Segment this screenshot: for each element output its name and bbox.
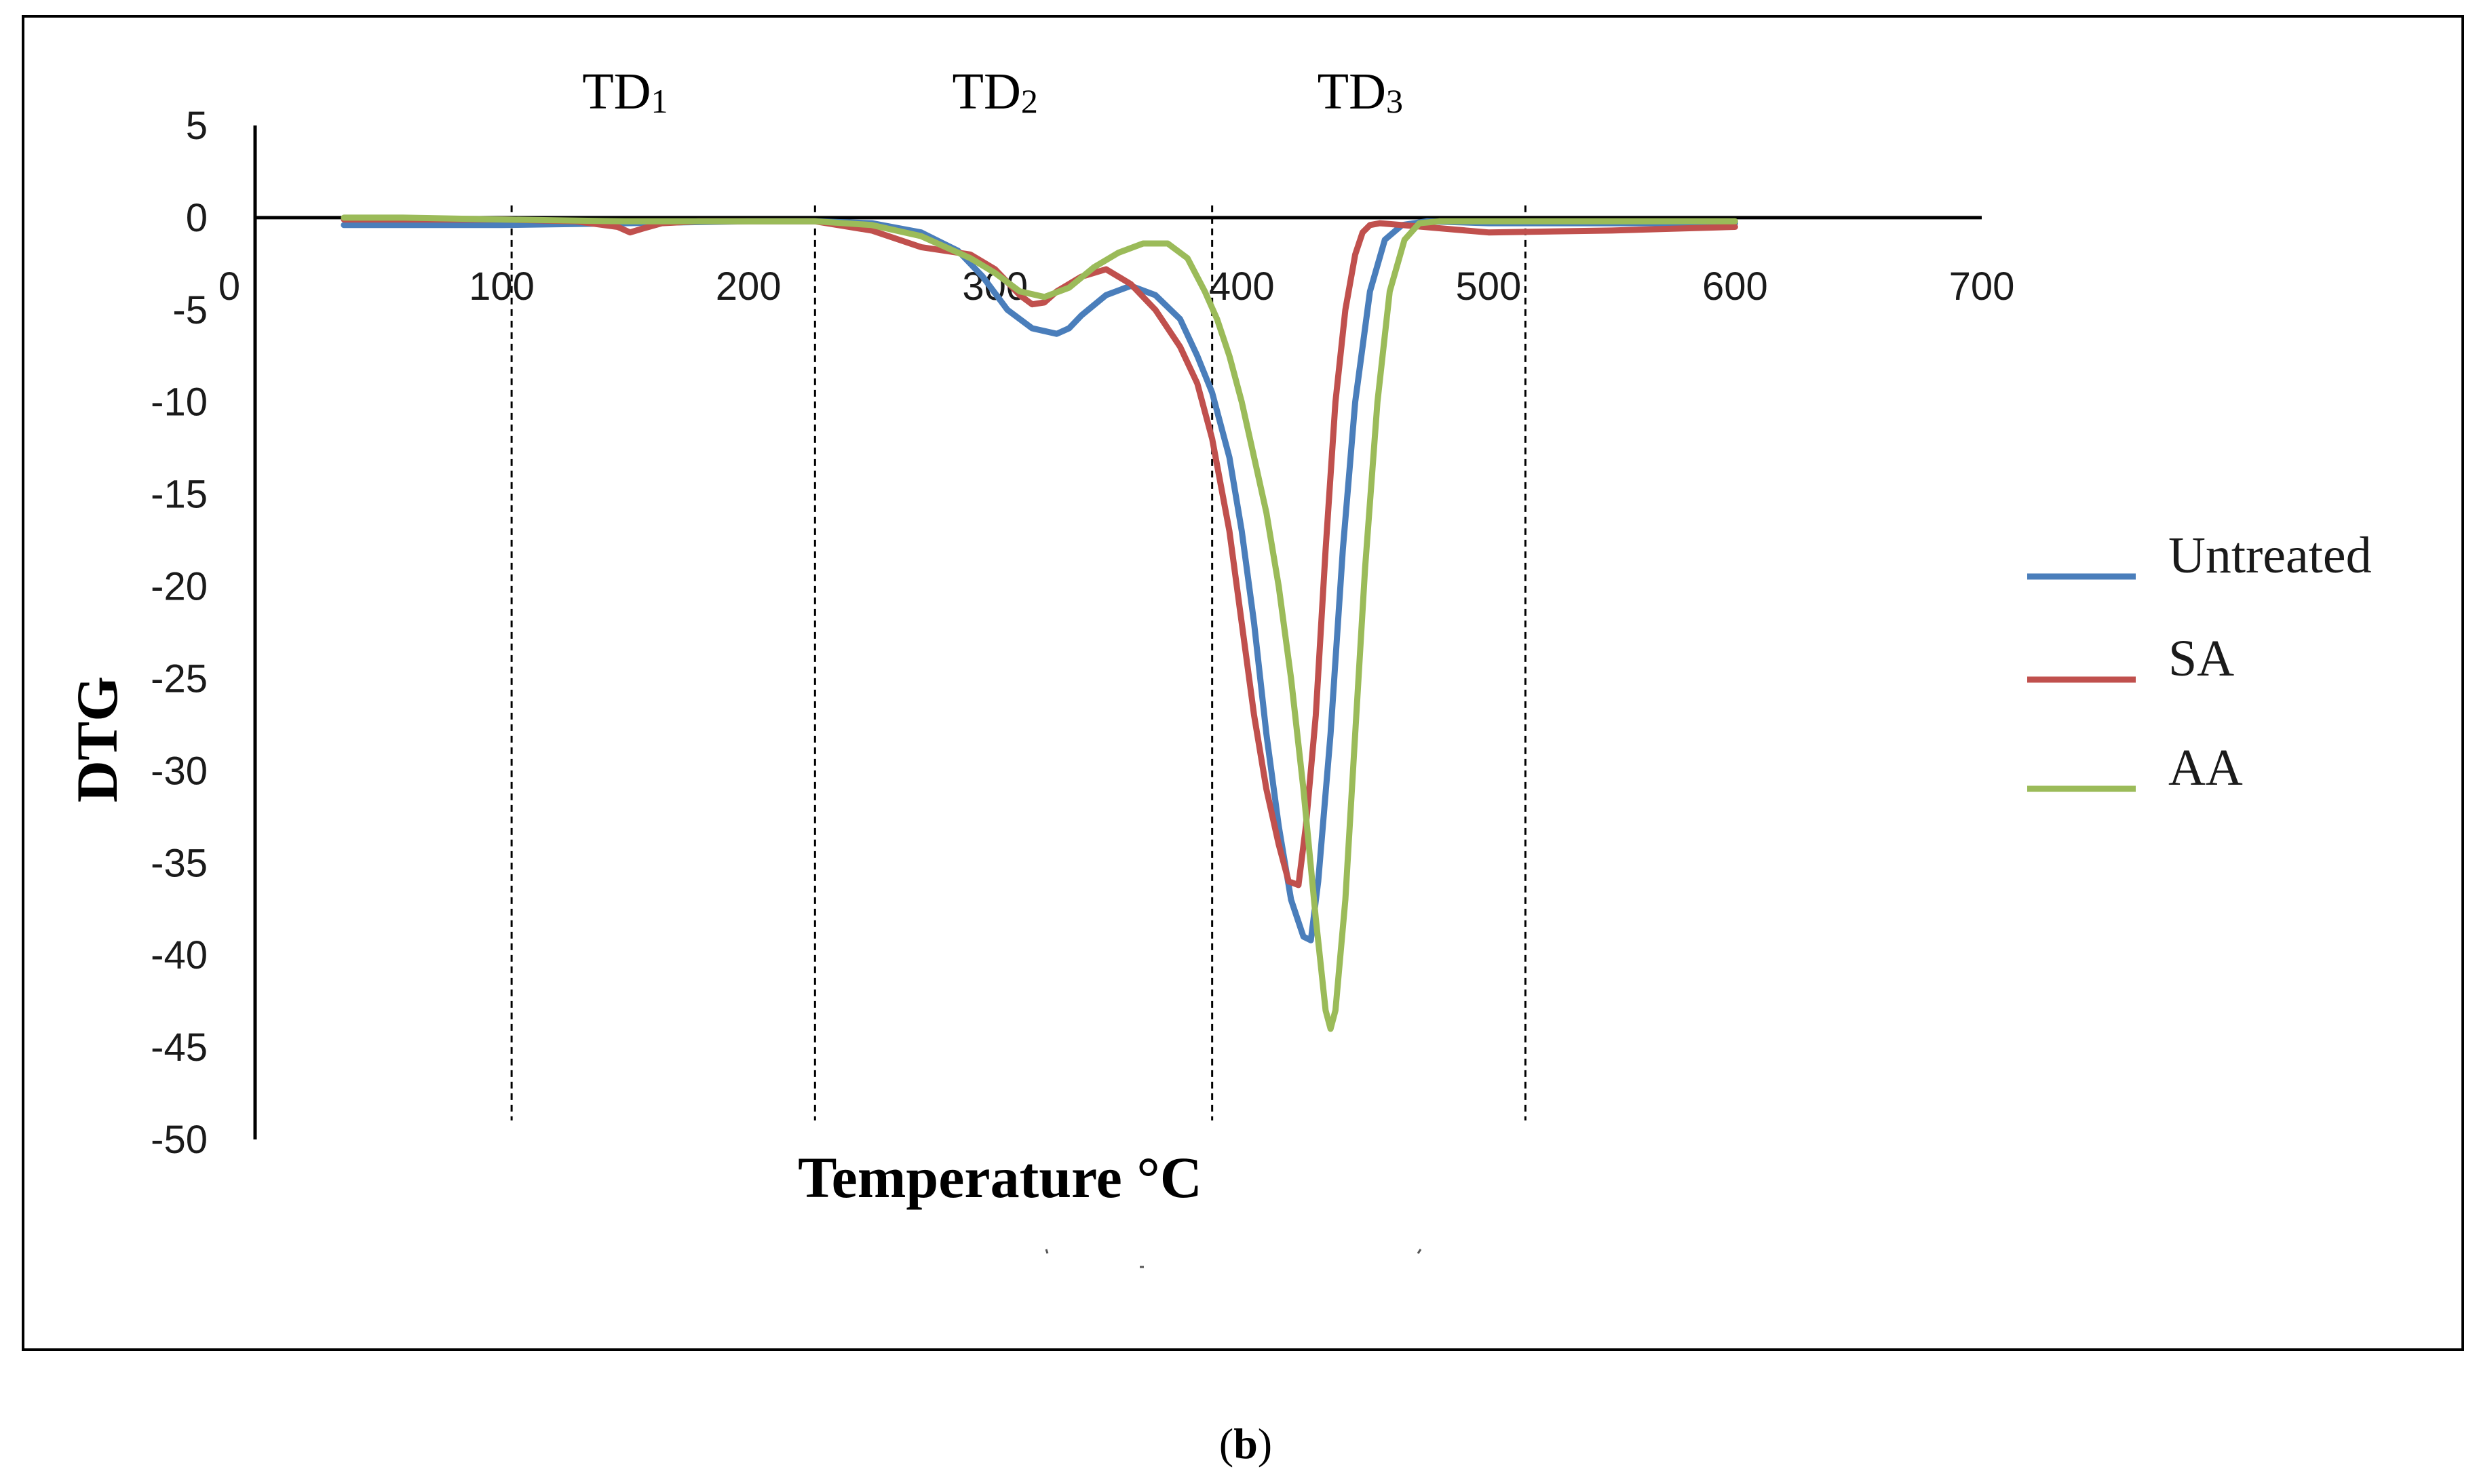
y-tick-labels: 5 0 -5 -10 -15 -20 -25 -30 -35 -40 -45 -50 <box>151 104 208 1162</box>
series-lines <box>341 214 1738 1032</box>
x-tick-label: 400 <box>1209 265 1275 309</box>
y-tick-label: -20 <box>151 565 208 609</box>
y-tick-label: 5 <box>186 104 208 148</box>
y-tick-label: -15 <box>151 473 208 517</box>
y-tick-label: 0 <box>186 196 208 240</box>
legend-label-untreated: Untreated <box>2168 527 2372 584</box>
zone-boundaries <box>510 205 1526 1121</box>
legend-label-sa: SA <box>2168 630 2234 687</box>
series-line-aa <box>341 214 1738 1032</box>
zone-label-sub: 2 <box>1021 82 1038 120</box>
chart-frame <box>22 15 2464 1351</box>
x-tick-label: 0 <box>218 265 240 309</box>
speck-1 <box>1045 1249 1049 1254</box>
zone-label-sub: 1 <box>651 82 668 120</box>
y-tick-label: -40 <box>151 933 208 977</box>
x-tick-labels: 0 100 200 300 400 500 600 700 <box>218 265 2015 309</box>
y-tick-label: -30 <box>151 749 208 793</box>
zone-label-td1: TD1 <box>582 63 668 120</box>
x-tick-label: 500 <box>1455 265 1521 309</box>
zone-label-td3: TD3 <box>1318 63 1403 120</box>
zone-label-main: TD <box>953 63 1021 120</box>
caption-close: ) <box>1258 1420 1272 1468</box>
x-tick-label: 600 <box>1702 265 1768 309</box>
y-tick-label: -45 <box>151 1026 208 1070</box>
x-tick-label: 200 <box>716 265 782 309</box>
caption-open: ( <box>1219 1420 1233 1468</box>
zone-label-td2: TD2 <box>953 63 1038 120</box>
legend-label-aa: AA <box>2168 739 2243 796</box>
y-tick-label: -10 <box>151 380 208 425</box>
zone-label-sub: 3 <box>1386 82 1403 120</box>
legend: Untreated SA AA <box>2027 527 2372 796</box>
y-tick-label: -50 <box>151 1118 208 1162</box>
x-tick-label: 100 <box>469 265 535 309</box>
y-tick-label: -5 <box>172 288 208 332</box>
zone-label-main: TD <box>1318 63 1386 120</box>
zone-label-main: TD <box>582 63 651 120</box>
y-axis-title: DTG <box>64 676 130 802</box>
y-tick-label: -25 <box>151 657 208 701</box>
caption-letter: b <box>1233 1420 1258 1468</box>
y-tick-label: -35 <box>151 841 208 885</box>
zone-labels: TD1 TD2 TD3 <box>582 63 1403 120</box>
figure-caption: (b) <box>1219 1420 1272 1468</box>
x-tick-label: 700 <box>1949 265 2015 309</box>
x-axis-title: Temperature °C <box>798 1145 1202 1210</box>
speck-3 <box>1417 1249 1422 1254</box>
